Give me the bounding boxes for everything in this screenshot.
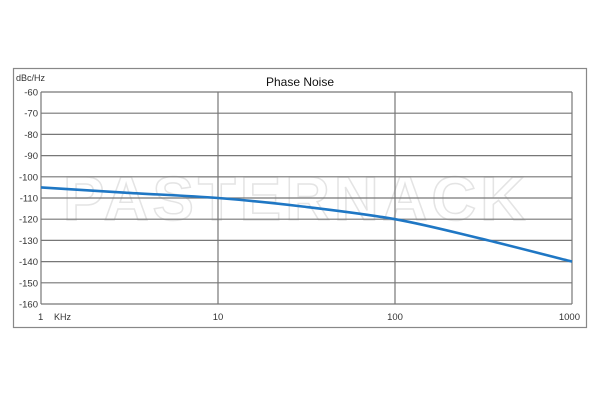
y-tick-label: -100 bbox=[19, 172, 38, 183]
y-tick-label: -140 bbox=[19, 257, 38, 268]
y-tick-label: -80 bbox=[24, 130, 38, 141]
x-unit-label: KHz bbox=[54, 312, 72, 322]
x-tick-label: 100 bbox=[387, 312, 403, 323]
y-tick-label: -160 bbox=[19, 300, 38, 311]
y-tick-label: -130 bbox=[19, 236, 38, 247]
phase-noise-line bbox=[40, 186, 573, 263]
x-tick-label: 1 bbox=[38, 312, 43, 323]
chart-title: Phase Noise bbox=[266, 75, 334, 89]
y-tick-label: -70 bbox=[24, 109, 38, 120]
y-tick-label: -120 bbox=[19, 215, 38, 226]
y-tick-label: -60 bbox=[24, 88, 38, 99]
y-tick-label: -150 bbox=[19, 278, 38, 289]
y-axis-label: dBc/Hz bbox=[16, 73, 46, 83]
x-tick-label: 1000 bbox=[559, 312, 580, 323]
watermark-logo: PASTERNACK bbox=[63, 165, 529, 234]
x-tick-label: 10 bbox=[213, 312, 224, 323]
y-tick-label: -110 bbox=[20, 194, 38, 205]
y-tick-label: -90 bbox=[24, 151, 38, 162]
